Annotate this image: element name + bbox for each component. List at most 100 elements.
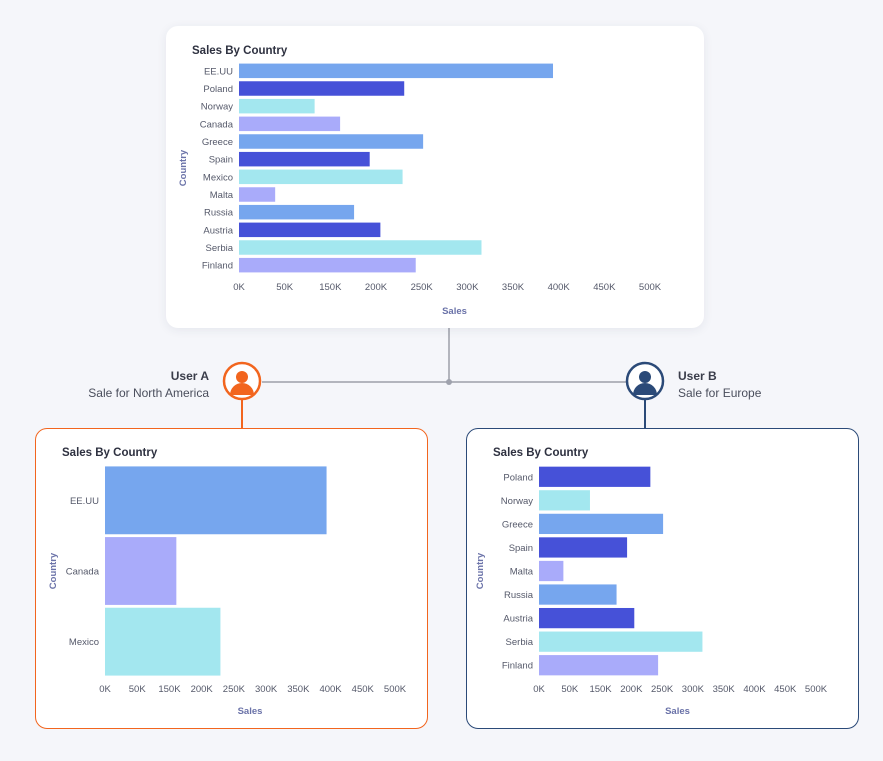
- category-label: Poland: [203, 84, 233, 95]
- user-a-name: User A: [170, 369, 209, 383]
- y-axis-label: Country: [48, 552, 59, 589]
- bar-chart-user-a: Sales By Country EE.UU Canada Mexico 0K 50K 15…: [48, 447, 407, 717]
- bar[interactable]: [539, 631, 703, 652]
- category-label: EE.UU: [204, 66, 233, 77]
- x-tick-label: 200K: [620, 684, 643, 695]
- user-a-description: Sale for North America: [88, 386, 209, 400]
- x-tick-label: 500K: [805, 684, 828, 695]
- chart-title: Sales By Country: [493, 447, 589, 459]
- category-label: Norway: [501, 496, 533, 507]
- x-tick-label: 50K: [561, 684, 579, 695]
- category-label: Greece: [502, 519, 533, 530]
- bar[interactable]: [539, 537, 628, 558]
- bar[interactable]: [539, 607, 635, 629]
- chart-card-user-a: Sales By Country EE.UU Canada Mexico 0K 50K 15…: [35, 428, 428, 729]
- y-axis-label: Country: [475, 552, 486, 589]
- chart-card-all-countries: Sales By Country EE.UU Poland Norway Canada G…: [166, 26, 704, 328]
- user-b-name: User B: [678, 369, 717, 383]
- x-tick-label: 200K: [191, 684, 214, 695]
- category-label: Canada: [200, 119, 234, 130]
- x-tick-label: 250K: [411, 282, 434, 293]
- bar[interactable]: [239, 222, 381, 238]
- bar[interactable]: [239, 240, 482, 255]
- x-tick-label: 250K: [223, 684, 246, 695]
- category-label: Serbia: [206, 243, 234, 254]
- category-label: Spain: [509, 543, 533, 554]
- x-tick-label: 450K: [774, 684, 797, 695]
- x-axis-label: Sales: [665, 706, 690, 717]
- x-tick-label: 150K: [589, 684, 612, 695]
- chart-title: Sales By Country: [62, 447, 158, 459]
- category-label: Serbia: [506, 637, 534, 648]
- bar[interactable]: [539, 513, 664, 535]
- category-label: Spain: [209, 155, 233, 166]
- bar-chart-user-b: Sales By Country Poland Norway Greece Spain M…: [475, 447, 828, 717]
- x-tick-label: 400K: [319, 684, 342, 695]
- x-tick-label: 450K: [593, 282, 616, 293]
- category-label: Malta: [510, 567, 534, 578]
- x-tick-label: 0K: [233, 282, 245, 293]
- category-label: Finland: [502, 661, 533, 672]
- bar[interactable]: [239, 134, 424, 149]
- user-b-avatar[interactable]: [625, 361, 665, 401]
- user-a-label: User A Sale for North America: [88, 369, 209, 400]
- x-tick-label: 350K: [502, 282, 525, 293]
- bar[interactable]: [239, 116, 341, 132]
- category-label: Poland: [503, 472, 533, 483]
- user-b-description: Sale for Europe: [678, 386, 762, 400]
- bar[interactable]: [539, 584, 617, 605]
- category-label: Austria: [203, 225, 233, 236]
- category-label: Greece: [202, 137, 233, 148]
- category-label: Russia: [204, 208, 234, 219]
- user-b-label: User B Sale for Europe: [678, 369, 761, 400]
- category-label: Mexico: [69, 637, 99, 648]
- category-label: Malta: [210, 190, 234, 201]
- bar[interactable]: [105, 607, 221, 676]
- category-label: Austria: [503, 614, 533, 625]
- x-tick-label: 50K: [129, 684, 147, 695]
- x-tick-label: 50K: [276, 282, 294, 293]
- chart-card-user-b: Sales By Country Poland Norway Greece Spain M…: [466, 428, 859, 729]
- x-tick-label: 500K: [639, 282, 662, 293]
- category-label: Russia: [504, 590, 534, 601]
- category-label: Canada: [66, 567, 100, 578]
- bar[interactable]: [539, 655, 659, 676]
- x-tick-label: 300K: [456, 282, 479, 293]
- bar[interactable]: [539, 490, 590, 511]
- bar-chart-all: Sales By Country EE.UU Poland Norway Canada G…: [178, 45, 662, 317]
- bar[interactable]: [105, 466, 327, 535]
- x-tick-label: 400K: [743, 684, 766, 695]
- x-tick-label: 300K: [255, 684, 278, 695]
- bar[interactable]: [105, 537, 177, 605]
- user-a-avatar[interactable]: [222, 361, 262, 401]
- x-tick-label: 350K: [287, 684, 310, 695]
- x-tick-label: 150K: [319, 282, 342, 293]
- bar[interactable]: [239, 63, 554, 79]
- x-tick-label: 450K: [352, 684, 375, 695]
- x-tick-label: 500K: [384, 684, 407, 695]
- bar[interactable]: [239, 169, 403, 185]
- bar[interactable]: [239, 151, 370, 167]
- x-tick-label: 350K: [713, 684, 736, 695]
- x-tick-label: 400K: [548, 282, 571, 293]
- x-tick-label: 250K: [651, 684, 674, 695]
- connector-junction: [446, 379, 452, 385]
- user-icon: [633, 371, 657, 395]
- x-tick-label: 200K: [365, 282, 388, 293]
- bar[interactable]: [539, 560, 564, 582]
- bar[interactable]: [539, 466, 651, 487]
- bar[interactable]: [239, 204, 355, 220]
- x-tick-label: 150K: [158, 684, 181, 695]
- bar[interactable]: [239, 81, 405, 96]
- x-tick-label: 300K: [682, 684, 705, 695]
- category-label: EE.UU: [70, 496, 99, 507]
- bar[interactable]: [239, 98, 315, 114]
- bar[interactable]: [239, 257, 416, 273]
- x-axis-label: Sales: [238, 706, 263, 717]
- x-tick-label: 0K: [99, 684, 111, 695]
- y-axis-label: Country: [178, 149, 189, 186]
- chart-title: Sales By Country: [192, 45, 288, 57]
- user-icon: [230, 371, 254, 395]
- bar[interactable]: [239, 187, 276, 202]
